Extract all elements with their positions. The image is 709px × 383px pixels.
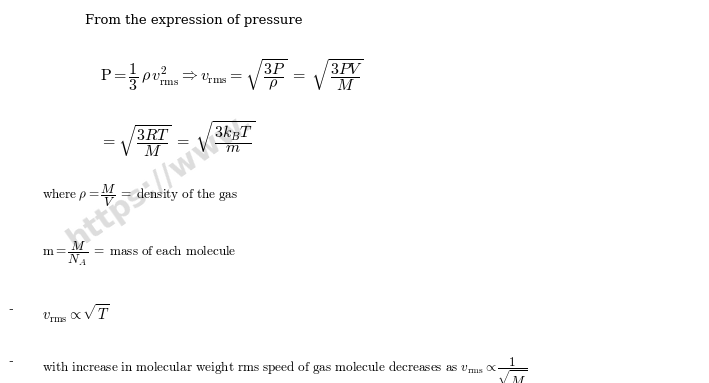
Text: $v_{\mathrm{rms}} \propto \sqrt{T}$: $v_{\mathrm{rms}} \propto \sqrt{T}$ [42, 303, 110, 325]
Text: -: - [8, 355, 13, 368]
Text: https://www.: https://www. [62, 105, 258, 255]
Text: $\mathrm{with\ increase\ in\ molecular\ weight\ rms\ speed\ of\ gas\ molecule\ d: $\mathrm{with\ increase\ in\ molecular\ … [42, 355, 527, 383]
Text: $\mathrm{where}\; \rho = \dfrac{M}{V} \;=\; \mathrm{density\ of\ the\ gas}$: $\mathrm{where}\; \rho = \dfrac{M}{V} \;… [42, 183, 238, 209]
Text: From the expression of pressure: From the expression of pressure [85, 14, 303, 27]
Text: $= \sqrt{\dfrac{3RT}{M}} \;=\; \sqrt{\dfrac{3k_{B}T}{m}}$: $= \sqrt{\dfrac{3RT}{M}} \;=\; \sqrt{\df… [100, 120, 255, 160]
Text: $\mathrm{m} = \dfrac{M}{N_{A}} \;=\; \mathrm{mass\ of\ each\ molecule}$: $\mathrm{m} = \dfrac{M}{N_{A}} \;=\; \ma… [42, 240, 237, 268]
Text: $\mathrm{P} = \dfrac{1}{3}\, \rho\, v_{\mathrm{rms}}^{2} \Rightarrow v_{\mathrm{: $\mathrm{P} = \dfrac{1}{3}\, \rho\, v_{\… [100, 58, 364, 94]
Text: -: - [8, 303, 13, 316]
